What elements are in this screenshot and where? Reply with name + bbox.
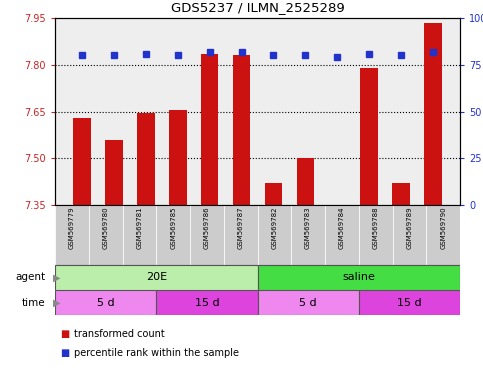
Text: ▶: ▶ [53,298,60,308]
Bar [201,54,218,205]
Bar [233,55,250,205]
Bar [123,205,156,265]
Text: GSM569787: GSM569787 [238,207,243,250]
Bar [55,290,156,315]
Text: GSM569783: GSM569783 [305,207,311,250]
Bar [156,290,257,315]
Text: GSM569785: GSM569785 [170,207,176,249]
Text: time: time [22,298,45,308]
Bar [55,205,89,265]
Bar [392,183,410,205]
Text: percentile rank within the sample: percentile rank within the sample [74,348,239,358]
Bar [257,290,359,315]
Bar [190,205,224,265]
Text: GSM569782: GSM569782 [271,207,277,249]
Bar [257,265,460,290]
Text: 15 d: 15 d [397,298,422,308]
Bar [137,113,155,205]
Bar [426,205,460,265]
Bar [297,158,314,205]
Bar [265,183,282,205]
Bar [89,205,123,265]
Text: 15 d: 15 d [195,298,219,308]
Bar [359,290,460,315]
Bar [224,205,257,265]
Text: GSM569786: GSM569786 [204,207,210,250]
Text: ▶: ▶ [53,273,60,283]
Text: 20E: 20E [146,273,167,283]
Text: GSM569779: GSM569779 [69,207,75,250]
Text: GSM569780: GSM569780 [102,207,109,250]
Text: GDS5237 / ILMN_2525289: GDS5237 / ILMN_2525289 [170,2,344,15]
Bar [359,205,393,265]
Bar [291,205,325,265]
Text: GSM569781: GSM569781 [136,207,142,250]
Text: ■: ■ [60,348,69,358]
Bar [156,205,190,265]
Text: 5 d: 5 d [299,298,317,308]
Bar [73,118,91,205]
Text: transformed count: transformed count [74,329,165,339]
Text: saline: saline [342,273,375,283]
Bar [325,205,359,265]
Bar [55,265,257,290]
Bar [328,205,346,207]
Bar [169,110,186,205]
Text: GSM569790: GSM569790 [440,207,446,250]
Text: GSM569788: GSM569788 [372,207,379,250]
Text: 5 d: 5 d [97,298,114,308]
Text: agent: agent [15,273,45,283]
Bar [424,23,441,205]
Bar [257,205,291,265]
Text: GSM569784: GSM569784 [339,207,345,249]
Bar [360,68,378,205]
Text: GSM569789: GSM569789 [406,207,412,250]
Bar [105,139,123,205]
Bar [393,205,426,265]
Text: ■: ■ [60,329,69,339]
